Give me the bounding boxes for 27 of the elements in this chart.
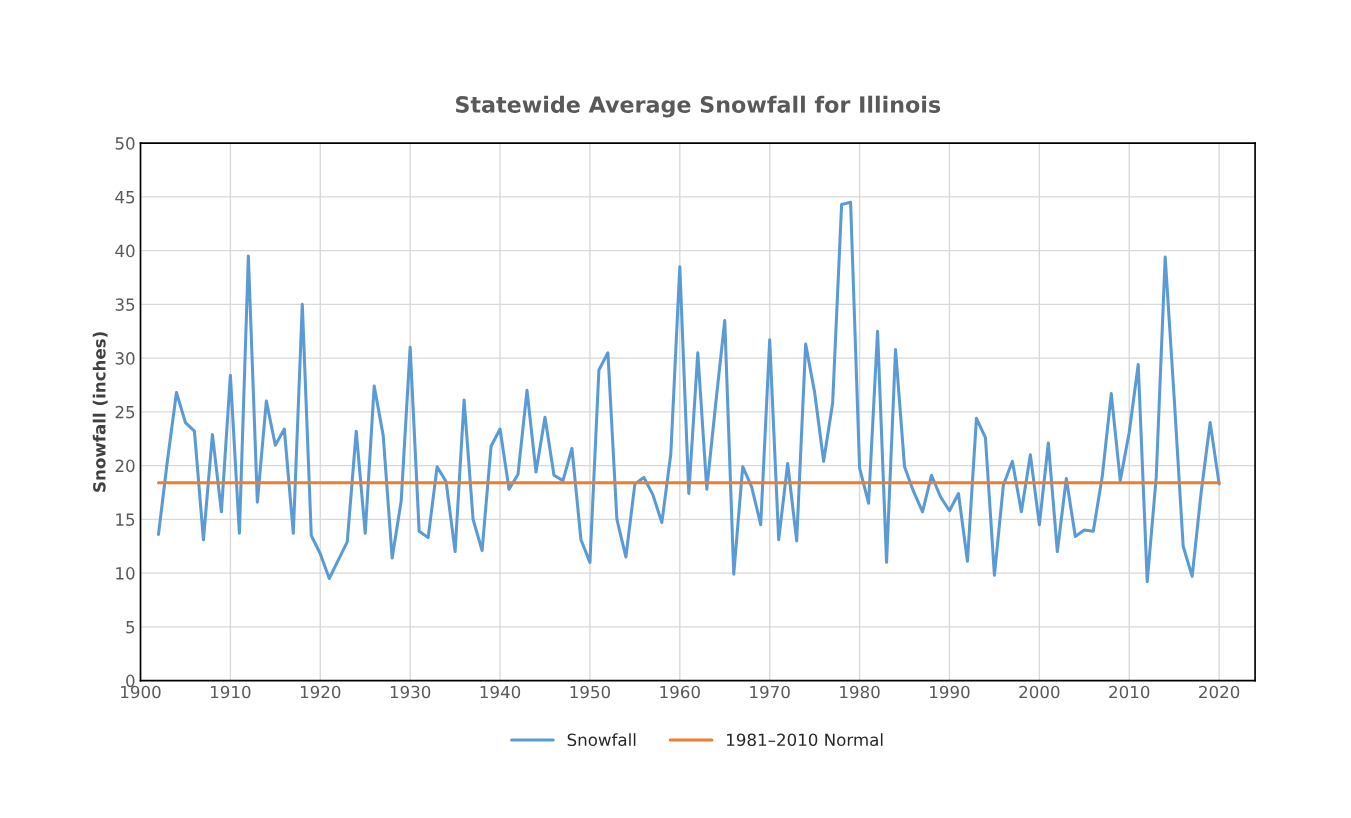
x-tick-label: 1940 (480, 685, 521, 699)
x-tick-label: 2020 (1199, 685, 1240, 699)
x-tick-label: 1950 (570, 685, 611, 699)
x-tick-label: 1970 (750, 685, 790, 699)
y-tick-label: 5 (126, 621, 135, 634)
x-tick-label: 2010 (1109, 685, 1150, 699)
y-axis-title: Snowfall (inches) (92, 332, 108, 492)
line-series (156, 200, 1221, 584)
y-tick-label: 10 (116, 567, 135, 580)
chart-title: Statewide Average Snowfall for Illinois (456, 95, 941, 118)
x-tick-label: 1910 (211, 685, 251, 699)
x-tick-label: 1920 (300, 685, 341, 699)
legend-label: Snowfall (567, 733, 636, 747)
y-tick-label: 25 (115, 405, 135, 419)
y-tick-label: 30 (115, 352, 135, 365)
y-tick-label: 20 (115, 459, 135, 473)
y-tick-label: 35 (115, 298, 135, 311)
x-tick-label: 1980 (840, 685, 880, 699)
y-tick-label: 15 (116, 513, 135, 526)
y-tick-label: 50 (115, 137, 135, 150)
y-tick-label: 40 (115, 244, 135, 258)
legend-label: 1981–2010 Normal (727, 733, 883, 747)
y-tick-label: 45 (115, 191, 135, 204)
x-tick-label: 1990 (930, 685, 970, 699)
x-tick-label: 2000 (1019, 685, 1060, 699)
x-tick-label: 1960 (660, 685, 700, 699)
x-tick-label: 1930 (390, 685, 431, 699)
